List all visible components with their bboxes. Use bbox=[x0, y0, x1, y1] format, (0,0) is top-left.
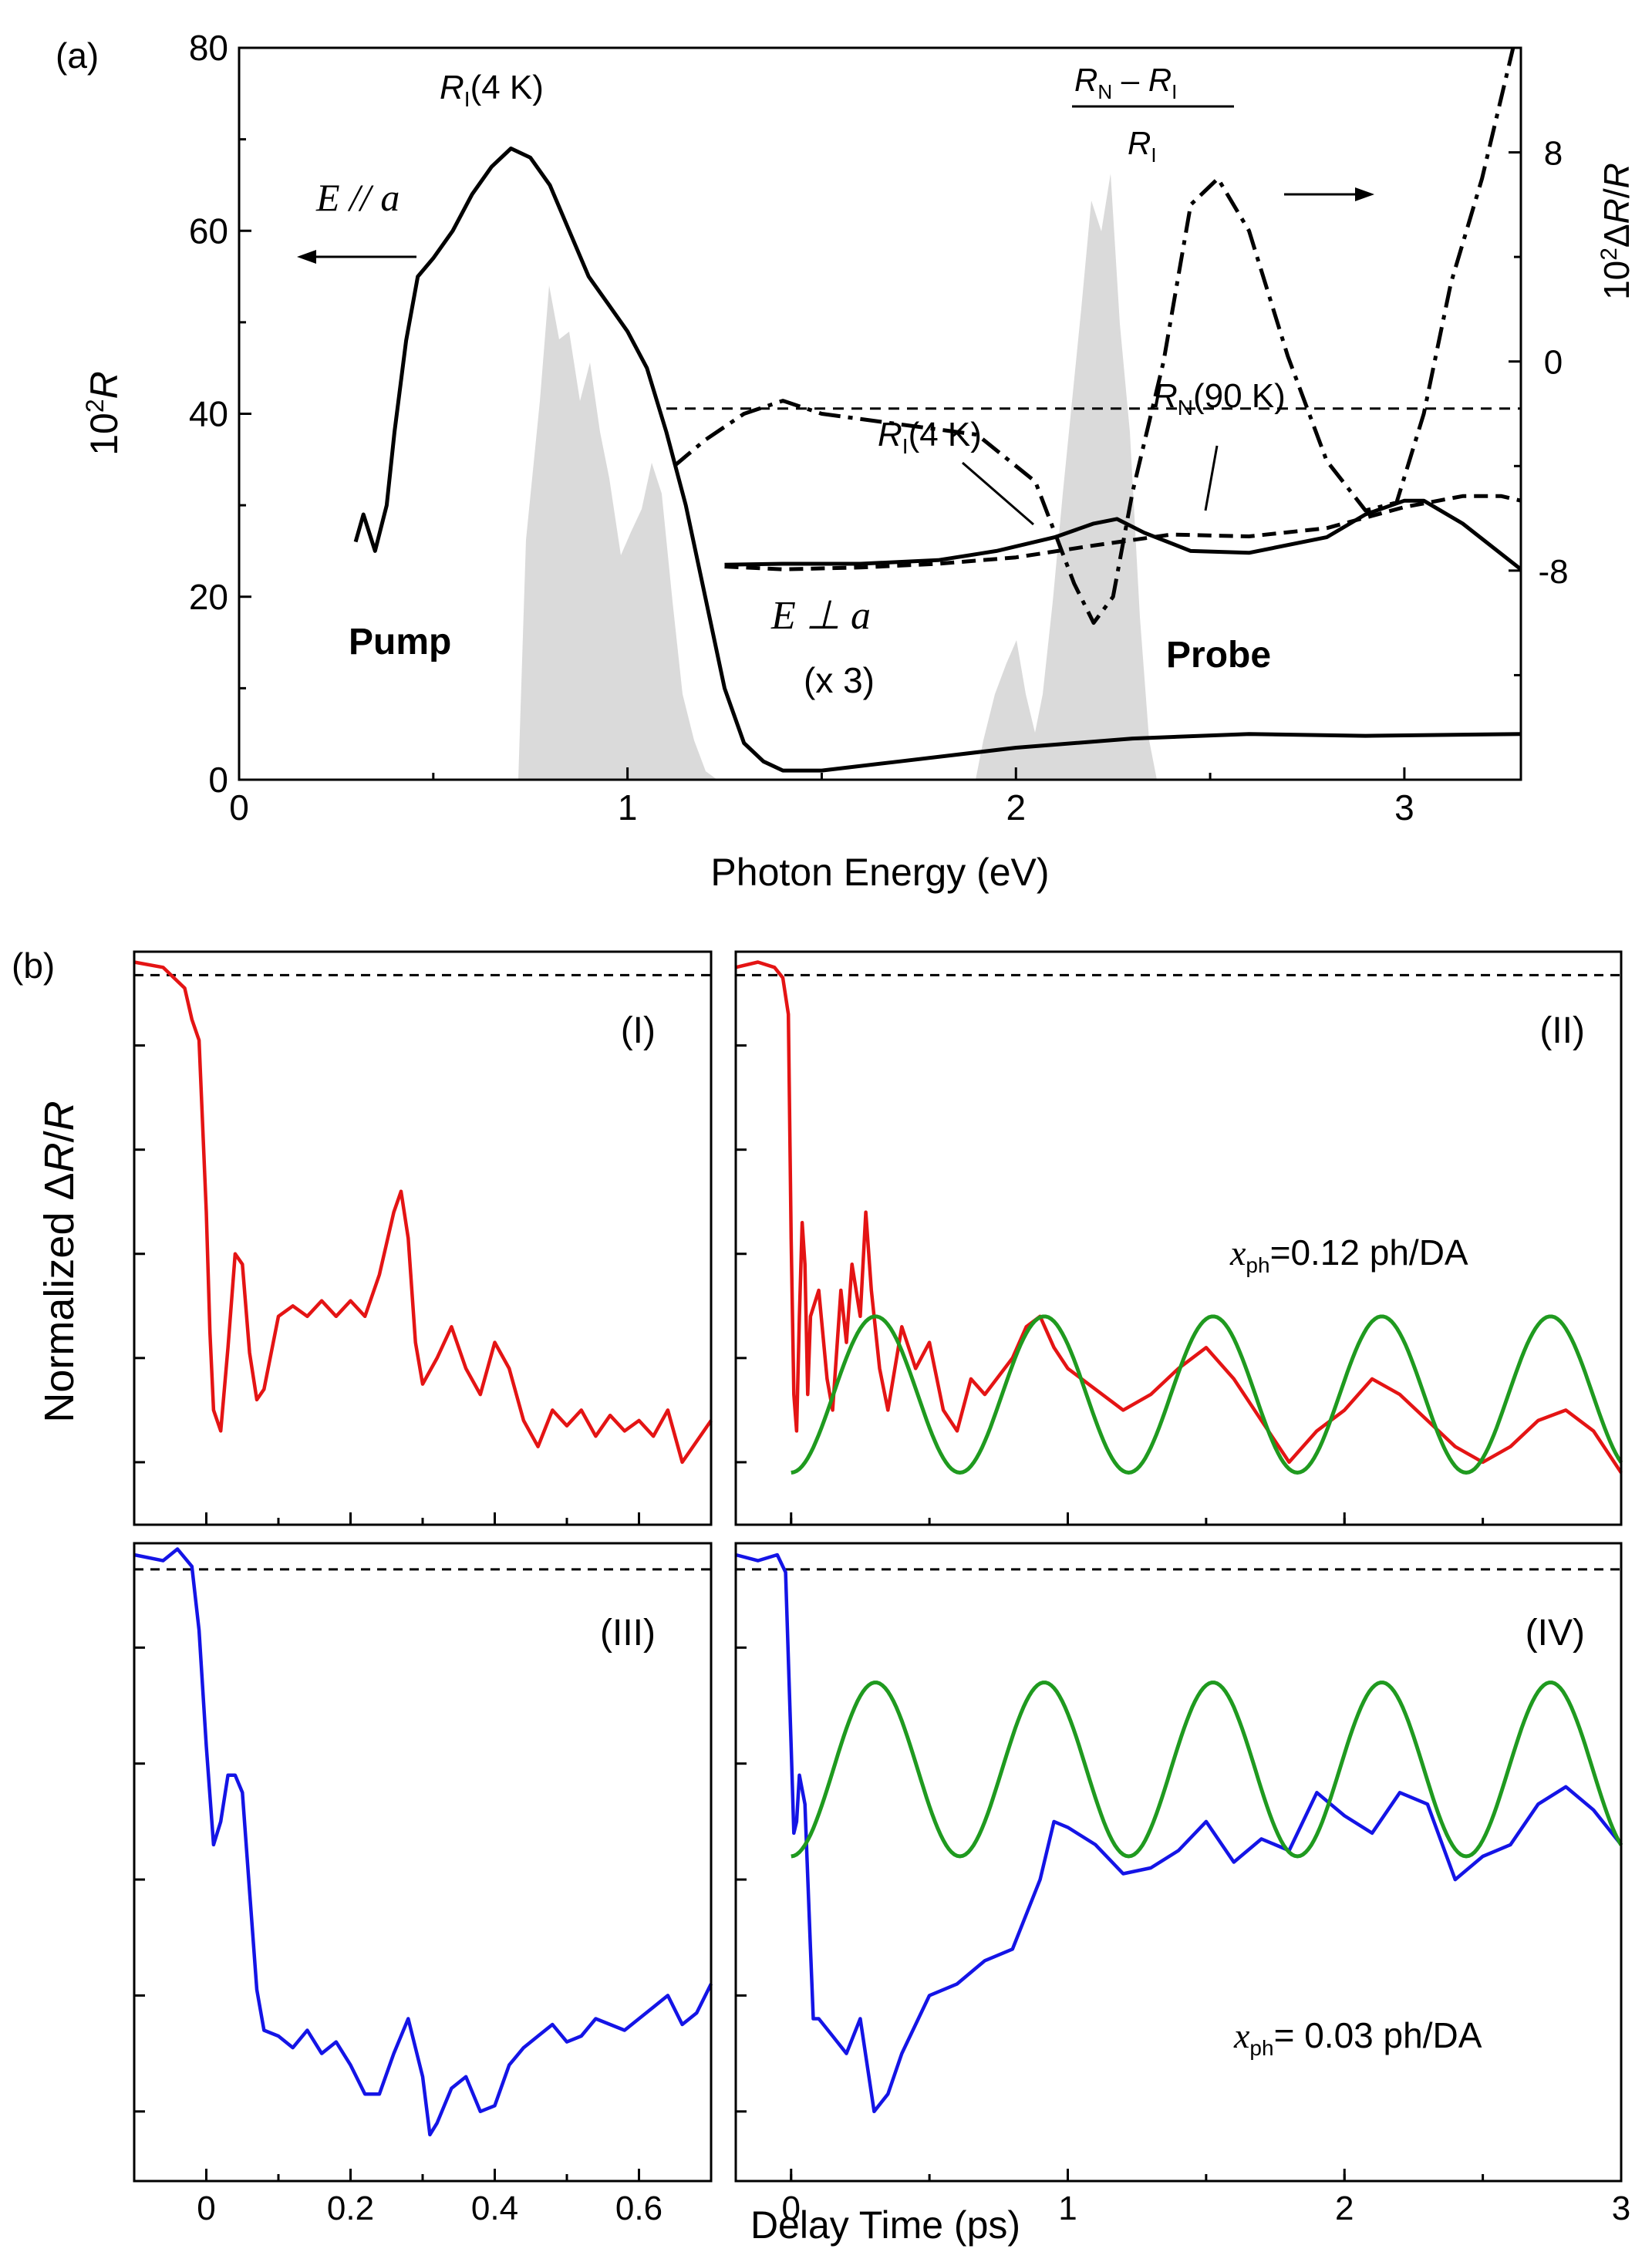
y-left-tick-label-3: 60 bbox=[189, 211, 228, 251]
rn90k-leader-line bbox=[1204, 445, 1219, 511]
y-ticks-left-a: 0 20 40 60 80 bbox=[189, 28, 251, 800]
y-ticks-right-a: -8 0 8 bbox=[1509, 46, 1569, 676]
subpanel-III: 0 0.2 0.4 0.6 (III) bbox=[133, 1542, 713, 2227]
right-axis-arrow-head bbox=[1355, 187, 1374, 201]
frame-IV bbox=[734, 1542, 1623, 2183]
panel-b: (b) Normalized ΔR/R Delay Time (ps) (I) (… bbox=[12, 946, 1630, 2247]
subpanel-IV: 0 1 2 3 (IV) bbox=[734, 1542, 1630, 2227]
subpanel-II: (II) bbox=[734, 950, 1623, 1526]
y-axis-title-left-a: 102R bbox=[81, 371, 126, 456]
probe-spectrum bbox=[976, 174, 1157, 780]
panel-label-b: (b) bbox=[12, 946, 55, 986]
panel-label-IV: (IV) bbox=[1526, 1613, 1585, 1654]
e-perp-a-label: E ⊥ a bbox=[770, 594, 871, 638]
panel-label-II: (II) bbox=[1539, 1010, 1585, 1051]
x-ticks-a: 0 1 2 3 bbox=[229, 767, 1414, 828]
trace-III bbox=[133, 1547, 713, 2137]
x-tick-label-IV-2: 2 bbox=[1335, 2190, 1354, 2227]
trace-II bbox=[735, 960, 1623, 1474]
frame-II bbox=[734, 950, 1623, 1526]
xph-annotation-iv: xph= 0.03 ph/DA bbox=[1233, 2015, 1482, 2060]
pump-spectrum bbox=[518, 285, 717, 780]
x-tick-label-III-1: 0.2 bbox=[327, 2190, 374, 2227]
x-tick-label-III-3: 0.6 bbox=[615, 2190, 662, 2227]
x-tick-label-IV-1: 1 bbox=[1058, 2190, 1077, 2227]
ratio-numerator: RN – RI bbox=[1074, 62, 1177, 103]
series-line-3 bbox=[673, 47, 1515, 625]
x-axis-title-a: Photon Energy (eV) bbox=[710, 851, 1049, 894]
y-left-tick-label-0: 0 bbox=[208, 760, 228, 800]
times-three-label: (x 3) bbox=[804, 660, 875, 700]
plot-frame-a bbox=[238, 46, 1522, 781]
oscillation-model-II bbox=[791, 1314, 1623, 1475]
x-tick-label-3: 3 bbox=[1394, 787, 1414, 828]
panel-a: (a) 0 1 2 3 0 20 40 60 80 -8 0 8 Photon Energy (e… bbox=[56, 28, 1637, 894]
y-left-tick-label-4: 80 bbox=[189, 28, 228, 68]
x-tick-label-IV-0: 0 bbox=[782, 2190, 801, 2227]
x-tick-label-III-2: 0.4 bbox=[471, 2190, 518, 2227]
rn90k-label: RN(90 K) bbox=[1153, 377, 1286, 420]
x-axis-title-b: Delay Time (ps) bbox=[750, 2203, 1020, 2247]
y-left-tick-label-2: 40 bbox=[189, 394, 228, 434]
pump-label: Pump bbox=[349, 622, 451, 662]
ri4k-top-label: RI(4 K) bbox=[440, 69, 544, 111]
series-group bbox=[353, 47, 1522, 773]
trace-I bbox=[133, 960, 713, 1465]
series-line-1 bbox=[724, 498, 1522, 571]
ri4k-leader-line bbox=[962, 461, 1034, 526]
y-left-tick-label-1: 20 bbox=[189, 577, 228, 617]
x-tick-label-IV-3: 3 bbox=[1612, 2190, 1630, 2227]
trace-IV bbox=[735, 1552, 1623, 2114]
y-axis-title-b: Normalized ΔR/R bbox=[36, 1101, 83, 1422]
probe-label: Probe bbox=[1166, 635, 1271, 676]
xph-annotation-ii: xph=0.12 ph/DA bbox=[1229, 1232, 1468, 1277]
panel-label-a: (a) bbox=[56, 35, 99, 76]
x-tick-label-1: 1 bbox=[618, 787, 638, 828]
e-parallel-a-label: E // a bbox=[315, 176, 400, 219]
x-tick-label-III-0: 0 bbox=[197, 2190, 215, 2227]
ratio-denominator: RI bbox=[1128, 125, 1157, 167]
laser-spectrum-shading bbox=[518, 174, 1157, 780]
x-tick-label-2: 2 bbox=[1006, 787, 1026, 828]
panel-label-III: (III) bbox=[600, 1613, 656, 1654]
y-right-tick-label-1: 0 bbox=[1544, 344, 1563, 382]
subpanel-I: (I) bbox=[133, 950, 713, 1526]
x-tick-label-0: 0 bbox=[229, 787, 249, 828]
oscillation-model-IV bbox=[791, 1681, 1623, 1859]
y-right-tick-label-0: -8 bbox=[1538, 553, 1568, 591]
ri4k-mid-label: RI(4 K) bbox=[878, 416, 982, 458]
y-right-tick-label-2: 8 bbox=[1544, 135, 1563, 173]
subpanels: (I) (II) 0 0.2 0.4 0.6 (III) 0 1 2 3 (IV) bbox=[133, 950, 1630, 2227]
series-line-2 bbox=[724, 494, 1522, 571]
left-axis-arrow-head bbox=[297, 250, 316, 264]
series-line-0 bbox=[353, 147, 1522, 773]
y-axis-title-right-a: 102ΔR/R bbox=[1596, 163, 1637, 300]
panel-label-I: (I) bbox=[621, 1010, 656, 1051]
